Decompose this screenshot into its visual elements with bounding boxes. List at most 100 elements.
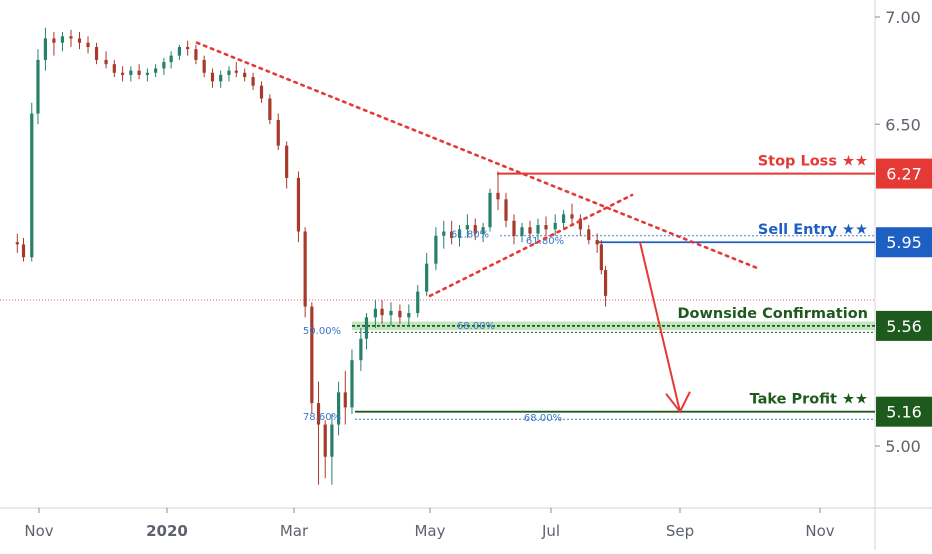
candle (120, 66, 125, 82)
candle-body (21, 244, 26, 258)
candle-body (210, 72, 215, 82)
candle (373, 300, 377, 329)
price-badge-label: 5.56 (886, 317, 922, 336)
candle (227, 66, 231, 82)
candle (310, 302, 314, 414)
candle-body (52, 38, 56, 43)
candle-body (389, 310, 393, 316)
candle (380, 300, 384, 324)
level-label: Take Profit ★★ (750, 392, 868, 408)
trendline-lower (428, 193, 634, 298)
x-tick-label: May (414, 522, 445, 540)
candle (169, 51, 173, 69)
candle-body (570, 214, 574, 219)
candle-body (234, 70, 238, 73)
y-tick-label: 5.00 (885, 437, 921, 456)
x-tick-label: Nov (24, 522, 53, 540)
candle-body (43, 38, 47, 60)
candle-body (512, 220, 516, 236)
candle (553, 214, 557, 236)
fib-label: 61.80% (526, 236, 564, 247)
candle (536, 218, 540, 241)
candle (450, 220, 454, 245)
candle (336, 381, 341, 436)
candle (177, 44, 181, 60)
candle (350, 349, 354, 414)
x-tick-label: Mar (280, 522, 309, 540)
candle (43, 27, 47, 71)
candle-body (364, 317, 369, 339)
price-badge-label: 5.95 (886, 233, 922, 252)
candle (473, 218, 477, 241)
candle-body (303, 231, 307, 307)
price-badge (876, 227, 932, 258)
candle-body (425, 263, 429, 292)
level-label: Sell Entry ★★ (758, 222, 868, 238)
candle (528, 220, 532, 241)
level-label: Downside Confirmation (678, 306, 868, 322)
candle (112, 59, 116, 78)
candle (15, 233, 19, 253)
candle-body (553, 222, 557, 230)
candle-body (465, 225, 469, 230)
candle-body (251, 77, 255, 86)
candle (407, 304, 411, 326)
candle (359, 328, 363, 371)
candle-body (520, 227, 524, 236)
candle (603, 265, 608, 307)
candle-body (137, 70, 141, 75)
candle-body (330, 424, 334, 457)
candle (599, 240, 603, 275)
axis-layer: 6.27 5.95 5.56 5.16 7.00 6.50 5.00 Nov 2020 Mar Ma… (24, 8, 932, 540)
candle-body (343, 392, 347, 408)
candle-body (145, 72, 149, 75)
candle (488, 188, 492, 232)
fib-label: 78.60% (303, 412, 341, 423)
candle-body (504, 199, 508, 221)
candle-body (496, 192, 500, 200)
candle-body (434, 235, 438, 264)
candle-body (528, 227, 532, 234)
candle (520, 222, 524, 243)
candle-body (86, 42, 90, 48)
candle (416, 285, 420, 318)
candle-body (202, 59, 206, 73)
candle (561, 210, 566, 230)
candle (398, 304, 402, 324)
candle (77, 32, 82, 50)
candle-body (336, 392, 341, 425)
candle-body (154, 68, 158, 73)
candle (276, 113, 280, 150)
fib-label: 68.00% (524, 413, 562, 424)
candle (194, 44, 198, 65)
candle (69, 29, 73, 48)
candle-body (450, 231, 454, 238)
y-tick-label: 7.00 (885, 8, 921, 27)
candle (243, 68, 247, 82)
candle (52, 32, 56, 56)
candle-body (94, 47, 99, 60)
candle-body (488, 192, 492, 228)
candle (389, 302, 393, 326)
candle (434, 227, 438, 271)
candle-body (442, 231, 446, 236)
candle-body (60, 36, 65, 43)
projection-arrowhead (665, 391, 691, 414)
candle (457, 225, 462, 247)
y-tick-label: 6.50 (885, 115, 921, 134)
candle-body (373, 308, 377, 318)
fib-label: 61.80% (451, 230, 489, 241)
candle-body (112, 64, 116, 73)
x-tick-label: Sep (666, 522, 694, 540)
price-badge (876, 396, 932, 427)
candle-body (227, 70, 231, 75)
candle-body (276, 119, 280, 146)
candle-body (587, 229, 591, 241)
candle-body (380, 308, 384, 316)
candle-body (162, 62, 166, 69)
candle (202, 55, 206, 78)
trendline-upper (195, 41, 759, 270)
candle-body (603, 270, 608, 296)
candle-body (219, 74, 223, 82)
